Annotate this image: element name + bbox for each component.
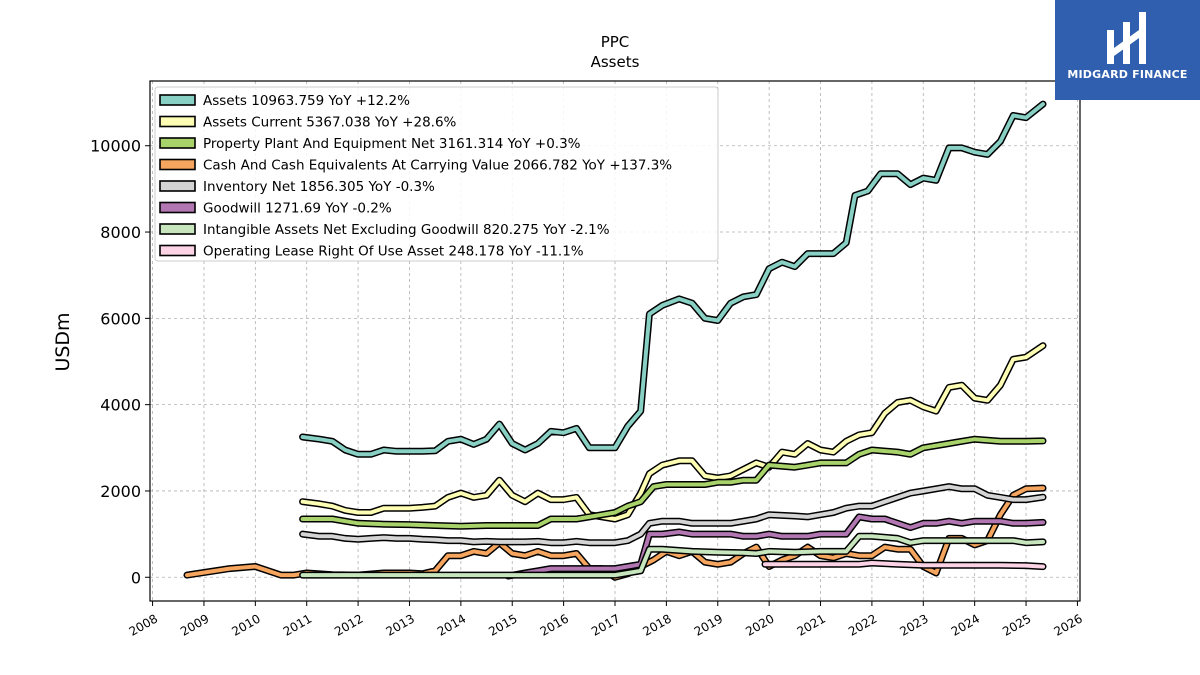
x-tick-label: 2023 xyxy=(897,611,930,638)
series-line xyxy=(300,343,1045,521)
logo-text: MIDGARD FINANCE xyxy=(1067,68,1188,81)
y-tick-label: 4000 xyxy=(100,396,141,415)
y-axis-label: USDm xyxy=(52,312,74,371)
x-tick-label: 2018 xyxy=(640,611,673,638)
legend: Assets 10963.759 YoY +12.2% Assets Curren… xyxy=(154,86,719,262)
legend-label: Cash And Cash Equivalents At Carrying Va… xyxy=(203,158,672,174)
x-tick-label: 2014 xyxy=(435,611,468,638)
series-line xyxy=(506,514,1045,578)
x-tick-label: 2025 xyxy=(1000,611,1033,638)
legend-label: Property Plant And Equipment Net 3161.31… xyxy=(203,136,581,152)
series-line xyxy=(300,102,1045,457)
legend-label: Operating Lease Right Of Use Asset 248.1… xyxy=(203,244,584,260)
x-tick-label: 2016 xyxy=(538,611,571,638)
x-tick-label: 2022 xyxy=(846,611,879,638)
legend-swatch xyxy=(159,137,196,149)
x-tick-label: 2015 xyxy=(486,611,519,638)
series-line xyxy=(300,437,1045,529)
legend-swatch xyxy=(159,201,196,214)
x-tick-label: 2011 xyxy=(281,611,314,638)
series-layer xyxy=(183,100,1047,581)
legend-label: Inventory Net 1856.305 YoY -0.3% xyxy=(203,179,435,195)
x-tick-label: 2020 xyxy=(743,611,776,638)
x-tick-label: 2024 xyxy=(949,611,982,638)
x-tick-label: 2009 xyxy=(178,611,211,638)
x-tick-label: 2021 xyxy=(795,611,828,638)
chart-title: PPC xyxy=(601,33,630,51)
legend-swatch xyxy=(159,94,196,106)
x-tick-label: 2019 xyxy=(692,611,725,638)
legend-swatch xyxy=(159,180,196,192)
y-tick-label: 10000 xyxy=(90,137,141,156)
y-tick-label: 6000 xyxy=(100,309,141,328)
legend-swatch xyxy=(159,115,196,128)
x-tick-label: 2008 xyxy=(127,611,160,638)
chart-subtitle: Assets xyxy=(591,53,640,71)
legend-label: Assets Current 5367.038 YoY +28.6% xyxy=(203,115,457,131)
legend-box xyxy=(154,86,719,262)
y-tick-label: 8000 xyxy=(100,223,141,242)
series-line xyxy=(763,561,1045,569)
legend-label: Goodwill 1271.69 YoY -0.2% xyxy=(203,201,392,217)
series-line xyxy=(300,484,1045,545)
x-tick-label: 2026 xyxy=(1051,611,1084,638)
legend-swatch xyxy=(159,158,196,171)
x-tick-label: 2010 xyxy=(229,611,262,638)
series-line xyxy=(300,534,1045,578)
x-tick-label: 2013 xyxy=(384,611,417,638)
x-tick-label: 2017 xyxy=(589,611,622,638)
midgard-finance-logo: MIDGARD FINANCE xyxy=(1055,0,1200,100)
legend-swatch xyxy=(159,223,196,235)
y-tick-label: 0 xyxy=(131,568,141,587)
legend-label: Intangible Assets Net Excluding Goodwill… xyxy=(203,222,610,238)
legend-label: Assets 10963.759 YoY +12.2% xyxy=(203,93,410,109)
y-tick-label: 2000 xyxy=(100,482,141,501)
logo-mark-icon xyxy=(1107,12,1146,64)
legend-swatch xyxy=(159,244,196,257)
x-tick-label: 2012 xyxy=(332,611,365,638)
